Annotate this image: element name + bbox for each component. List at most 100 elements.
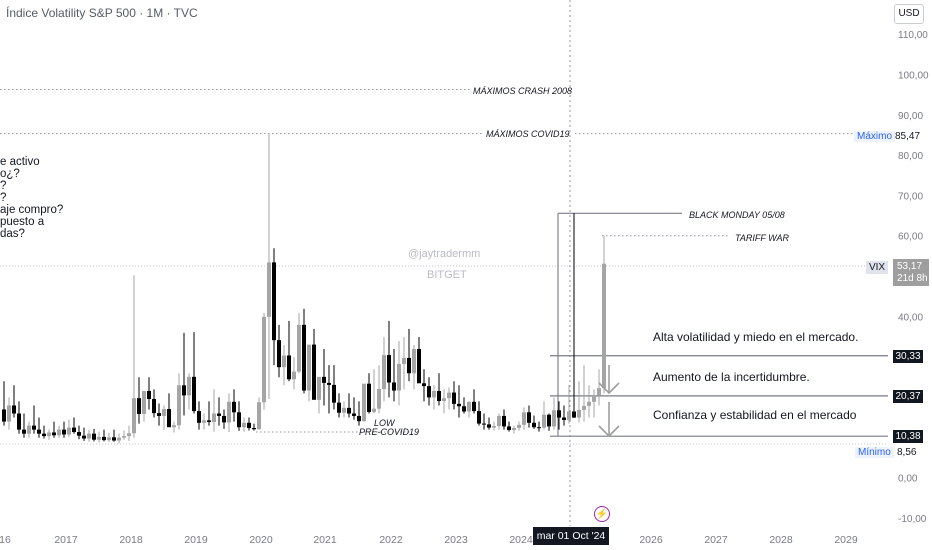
candle-body — [447, 392, 451, 399]
candles — [2, 133, 606, 444]
candle-body — [467, 401, 471, 412]
annotation-tariff-war: TARIFF WAR — [735, 233, 789, 243]
candle-body — [527, 412, 531, 423]
annotation-black-monday: BLACK MONDAY 05/08 — [689, 210, 785, 220]
chart-title: Índice Volatility S&P 500 · 1M · TVC — [6, 6, 198, 20]
candle-body — [337, 402, 341, 413]
candle-body — [542, 414, 546, 428]
note-line: puesto a — [0, 216, 45, 228]
candle-body — [537, 427, 541, 429]
candle-body — [112, 437, 116, 441]
candle-body — [482, 423, 486, 425]
candle-body — [227, 401, 231, 423]
candle-body — [107, 437, 111, 441]
candle-body — [507, 426, 511, 431]
candle-body — [317, 376, 321, 400]
candle-body — [27, 425, 31, 434]
candle-body — [12, 405, 16, 414]
candle-body — [117, 437, 121, 441]
down-arrow-head — [598, 382, 620, 395]
note-line: e activo — [0, 156, 40, 168]
candle-body — [257, 402, 261, 430]
candle-body — [582, 405, 586, 410]
event-flash-icon[interactable]: ⚡ — [594, 506, 610, 522]
y-tick-label: 100,00 — [898, 71, 929, 82]
candle-body — [72, 427, 76, 433]
candle-body — [277, 340, 281, 368]
candle-body — [402, 357, 406, 364]
candle-body — [47, 432, 51, 437]
candle-body — [602, 263, 606, 389]
zone-arrows — [598, 365, 620, 438]
candle-body — [487, 424, 491, 428]
x-tick-label: 2018 — [119, 534, 143, 546]
candle-body — [472, 401, 476, 412]
horizontal-levels — [0, 89, 888, 445]
candle-body — [352, 413, 356, 416]
candle-body — [322, 376, 326, 383]
x-tick-label: 2027 — [704, 534, 728, 546]
candle-body — [572, 411, 576, 418]
candle-body — [237, 412, 241, 428]
candle-body — [587, 401, 591, 406]
level-tag-10: 10,38 — [893, 430, 923, 443]
candle-body — [267, 262, 271, 317]
candle-body — [457, 403, 461, 407]
annotation-crash-2008: MÁXIMOS CRASH 2008 — [473, 86, 573, 96]
candle-body — [327, 382, 331, 385]
candle-body — [422, 383, 426, 387]
candle-body — [127, 433, 131, 437]
candle-body — [292, 371, 296, 380]
candle-body — [502, 415, 506, 427]
candle-body — [22, 429, 26, 434]
candle-body — [87, 433, 91, 439]
annotation-low: LOW — [374, 418, 395, 428]
level-tag-30: 30,33 — [893, 350, 923, 363]
candle-body — [552, 410, 556, 427]
candle-body — [167, 409, 171, 428]
maximo-value: 85,47 — [895, 131, 921, 142]
candle-body — [32, 425, 36, 430]
note-line: ? — [0, 192, 7, 204]
candle-body — [417, 349, 421, 384]
candle-body — [477, 411, 481, 424]
candle-body — [597, 388, 601, 396]
candle-body — [242, 422, 246, 428]
candle-body — [427, 386, 431, 398]
x-tick-label: 16 — [0, 534, 11, 546]
candle-body — [532, 422, 536, 428]
candle-body — [357, 415, 361, 422]
candle-body — [272, 262, 276, 341]
candle-body — [52, 432, 56, 436]
x-tick-label: 2026 — [639, 534, 663, 546]
x-tick-label: 2020 — [249, 534, 273, 546]
y-tick-label: -10,00 — [898, 514, 927, 525]
candle-body — [77, 432, 81, 436]
annotation-covid19: MÁXIMOS COVID19 — [486, 129, 570, 139]
candle-body — [397, 363, 401, 391]
candle-body — [182, 385, 186, 396]
x-tick-label: 2022 — [379, 534, 403, 546]
candle-body — [462, 406, 466, 412]
candle-body — [7, 405, 11, 422]
candle-body — [452, 392, 456, 404]
candle-body — [92, 433, 96, 440]
x-tick-label: 2024 — [509, 534, 533, 546]
candle-body — [207, 420, 211, 422]
candle-body — [557, 410, 561, 418]
candle-body — [282, 355, 286, 368]
candle-body — [232, 401, 236, 413]
vix-countdown: 21d 8h — [897, 273, 928, 284]
candle-body — [192, 376, 196, 412]
candle-body — [347, 407, 351, 414]
candle-body — [547, 414, 551, 427]
candle-body — [372, 408, 376, 412]
x-axis: 16 2017 2018 2019 2020 2021 2022 2023 2024 2026 20… — [0, 534, 858, 546]
candle-body — [157, 413, 161, 416]
crosshair-date-label: mar 01 Oct '24 — [533, 527, 609, 545]
x-tick-label: 2019 — [184, 534, 208, 546]
currency-button[interactable]: USD — [894, 4, 924, 24]
vix-label: VIX — [866, 261, 888, 274]
candle-body — [562, 417, 566, 420]
